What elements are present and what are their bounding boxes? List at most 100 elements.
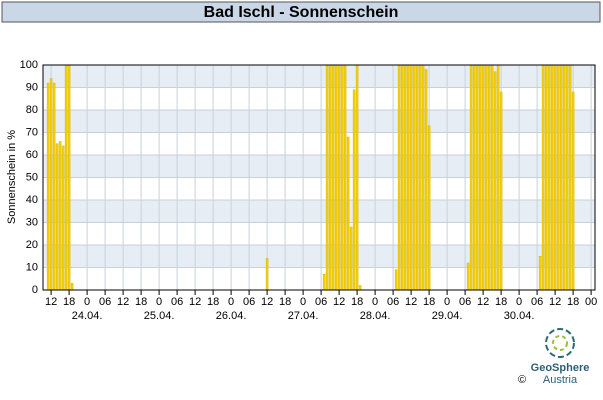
y-tick-label: 80: [26, 104, 38, 116]
x-tick-label: 12: [117, 296, 129, 308]
bar: [52, 82, 56, 291]
bar: [67, 64, 71, 291]
x-tick-label: 18: [423, 296, 435, 308]
x-tick-label: 18: [279, 296, 291, 308]
bar: [49, 78, 53, 291]
x-tick-label: 18: [351, 296, 363, 308]
x-tick-label: 12: [405, 296, 417, 308]
bar: [469, 64, 473, 291]
date-label: 30.04.: [504, 310, 535, 322]
x-tick-label: 18: [567, 296, 579, 308]
bar: [424, 69, 428, 291]
bar: [406, 64, 410, 291]
date-label: 26.04.: [216, 310, 247, 322]
bar: [478, 64, 482, 291]
x-tick-label: 06: [531, 296, 543, 308]
bar: [499, 91, 503, 291]
bar: [322, 274, 326, 291]
bar: [481, 64, 485, 291]
bar: [352, 89, 356, 291]
bar: [340, 64, 344, 291]
y-axis-label: Sonnenschein in %: [6, 130, 18, 224]
bar: [412, 64, 416, 291]
bar: [427, 125, 431, 291]
x-tick-label: 0: [228, 296, 234, 308]
grid-band: [43, 110, 595, 133]
bar: [394, 269, 398, 291]
bar: [553, 64, 557, 291]
bar: [337, 64, 341, 291]
logo-sub: Austria: [543, 374, 578, 386]
grid-band: [43, 200, 595, 223]
bar: [568, 64, 572, 291]
bar: [334, 64, 338, 291]
x-tick-label: 06: [387, 296, 399, 308]
title-bar: [1, 1, 601, 23]
bar: [547, 64, 551, 291]
x-tick-label: 12: [549, 296, 561, 308]
bar: [541, 64, 545, 291]
bar: [418, 64, 422, 291]
bar: [544, 64, 548, 291]
date-label: 28.04.: [360, 310, 391, 322]
bar: [397, 64, 401, 291]
bar: [571, 91, 575, 291]
x-tick-label: 0: [516, 296, 522, 308]
x-tick-label: 18: [135, 296, 147, 308]
x-tick-label: 06: [99, 296, 111, 308]
y-tick-label: 0: [32, 284, 38, 296]
bar: [421, 64, 425, 291]
x-tick-label: 12: [261, 296, 273, 308]
x-tick-label: 0: [156, 296, 162, 308]
date-label: 24.04.: [72, 310, 103, 322]
x-tick-label: 12: [477, 296, 489, 308]
bar: [70, 283, 74, 291]
x-tick-label: 18: [63, 296, 75, 308]
bar: [328, 64, 332, 291]
bar: [343, 64, 347, 291]
copyright: ©: [518, 374, 526, 386]
y-tick-label: 100: [20, 59, 38, 71]
bar: [349, 226, 353, 291]
bar: [355, 64, 359, 291]
y-tick-label: 30: [26, 216, 38, 228]
y-tick-label: 10: [26, 261, 38, 273]
bar: [46, 82, 50, 291]
bar: [58, 141, 62, 291]
x-tick-label: 18: [495, 296, 507, 308]
bar: [64, 64, 68, 291]
bar: [550, 64, 554, 291]
x-tick-label: 06: [171, 296, 183, 308]
x-tick-label: 12: [45, 296, 57, 308]
x-tick-label: 18: [207, 296, 219, 308]
bar: [331, 64, 335, 291]
y-tick-label: 70: [26, 126, 38, 138]
y-tick-label: 90: [26, 81, 38, 93]
grid-band: [43, 245, 595, 268]
bar: [559, 64, 563, 291]
bar: [325, 64, 329, 291]
date-label: 29.04.: [432, 310, 463, 322]
x-tick-label: 12: [189, 296, 201, 308]
x-tick-label: 06: [459, 296, 471, 308]
bar: [358, 285, 362, 291]
bar: [400, 64, 404, 291]
x-tick-label: 00: [585, 296, 597, 308]
bar: [61, 145, 65, 291]
logo-ring: [552, 335, 568, 351]
bar: [496, 64, 500, 291]
bar: [490, 64, 494, 291]
x-tick-label: 0: [372, 296, 378, 308]
logo-name: GeoSphere: [531, 362, 590, 374]
bar: [472, 64, 476, 291]
bar: [415, 64, 419, 291]
bar: [475, 64, 479, 291]
bar: [265, 258, 269, 291]
bar: [565, 64, 569, 291]
y-tick-label: 60: [26, 149, 38, 161]
logo: [545, 328, 575, 358]
bar: [403, 64, 407, 291]
chart-title: Bad Ischl - Sonnenschein: [204, 4, 399, 21]
grid-band: [43, 65, 595, 88]
